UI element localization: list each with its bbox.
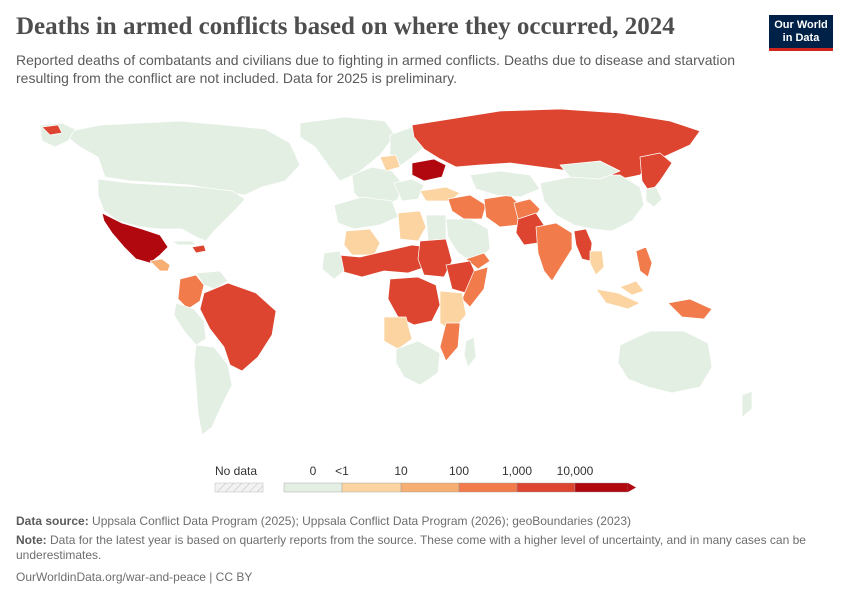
logo-line-1: Our World <box>774 19 828 31</box>
legend-tick-0: 0 <box>310 464 317 478</box>
region-cuba[interactable] <box>171 240 197 246</box>
legend-bin-3[interactable] <box>458 482 518 493</box>
legend-bin-2[interactable] <box>400 482 460 493</box>
legend-bin-5[interactable] <box>574 482 629 493</box>
region-usa[interactable] <box>97 178 246 242</box>
region-ukraine[interactable] <box>411 158 447 182</box>
legend-hatch <box>216 482 264 493</box>
region-poland[interactable] <box>379 154 401 172</box>
region-west-africa[interactable] <box>321 250 345 280</box>
region-papua[interactable] <box>667 298 713 320</box>
legend-no-data-label: No data <box>215 464 257 478</box>
region-russia[interactable] <box>411 108 701 180</box>
chart-title: Deaths in armed conflicts based on where… <box>16 13 675 40</box>
footer-url[interactable]: OurWorldinData.org/war-and-peace | CC BY <box>16 570 253 584</box>
chart-subtitle: Reported deaths of combatants and civili… <box>16 52 736 86</box>
logo-line-2: in Data <box>782 32 820 44</box>
legend-tick-2: 10 <box>394 464 408 478</box>
region-new-zealand[interactable] <box>741 390 753 418</box>
region-india[interactable] <box>535 222 573 282</box>
region-egypt[interactable] <box>425 214 447 242</box>
world-map[interactable] <box>0 95 850 455</box>
region-libya[interactable] <box>397 210 427 242</box>
region-car-drc[interactable] <box>387 276 441 326</box>
data-source-line: Data source: Uppsala Conflict Data Progr… <box>16 514 631 529</box>
region-philippines[interactable] <box>635 246 653 278</box>
legend-arrow <box>628 483 636 492</box>
map-legend: No data 0 <1 10 100 1,000 10,000 <box>214 464 636 493</box>
region-sudan[interactable] <box>417 238 453 278</box>
legend-bin-4[interactable] <box>516 482 576 493</box>
region-mongolia[interactable] <box>559 160 621 180</box>
legend-tick-5: 10,000 <box>557 464 594 478</box>
region-australia[interactable] <box>617 330 713 394</box>
region-brazil[interactable] <box>199 282 277 372</box>
note-line: Note: Data for the latest year is based … <box>16 533 826 563</box>
region-central-america[interactable] <box>149 258 171 272</box>
region-canada[interactable] <box>61 120 301 196</box>
region-peru[interactable] <box>173 302 207 346</box>
region-indonesia-west[interactable] <box>595 288 641 310</box>
region-thailand[interactable] <box>589 250 605 276</box>
region-mozambique[interactable] <box>439 322 461 362</box>
legend-no-data-swatch <box>214 482 264 493</box>
note-text: Data for the latest year is based on qua… <box>16 533 806 562</box>
region-yemen[interactable] <box>465 252 491 270</box>
data-source-text[interactable]: Uppsala Conflict Data Program (2025); Up… <box>92 514 631 528</box>
legend-tick-4: 1,000 <box>502 464 532 478</box>
region-southern-africa[interactable] <box>395 340 441 386</box>
legend-bin-0[interactable] <box>283 482 343 493</box>
region-south-cone[interactable] <box>193 344 233 436</box>
note-label: Note: <box>16 533 47 547</box>
region-venezuela[interactable] <box>195 270 229 290</box>
region-syria-iraq[interactable] <box>447 194 487 220</box>
region-turkey[interactable] <box>419 186 461 202</box>
region-madagascar[interactable] <box>463 336 477 368</box>
region-north-africa-west[interactable] <box>333 196 399 230</box>
region-alaska-conflict[interactable] <box>41 124 63 136</box>
region-russia-far-east[interactable] <box>639 152 673 194</box>
legend-tick-3: 100 <box>449 464 469 478</box>
region-mexico[interactable] <box>101 212 169 264</box>
region-somalia[interactable] <box>461 266 489 308</box>
region-china[interactable] <box>539 174 645 232</box>
region-indonesia-east[interactable] <box>619 280 645 296</box>
data-source-label: Data source: <box>16 514 89 528</box>
legend-tick-1: <1 <box>335 464 349 478</box>
region-angola[interactable] <box>383 316 413 350</box>
region-myanmar[interactable] <box>573 228 593 262</box>
owid-logo[interactable]: Our World in Data <box>769 15 833 51</box>
region-central-asia[interactable] <box>469 170 541 198</box>
region-korea-japan[interactable] <box>645 186 663 208</box>
region-mali[interactable] <box>343 228 381 256</box>
region-haiti[interactable] <box>191 244 207 254</box>
region-colombia[interactable] <box>177 274 205 310</box>
legend-bin-1[interactable] <box>341 482 402 493</box>
